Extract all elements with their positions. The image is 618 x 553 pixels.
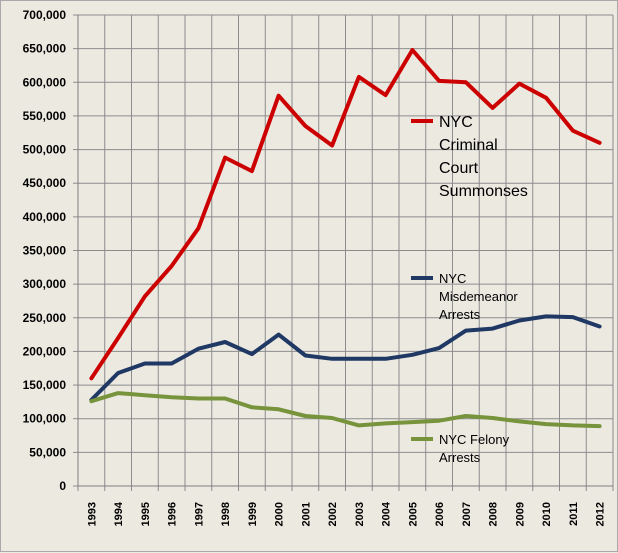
series-line-2 (89, 391, 602, 429)
legend-label-0: NYC (439, 114, 473, 131)
y-tick-label: 350,000 (23, 244, 67, 258)
x-tick-label: 1994 (113, 501, 125, 526)
legend-label-1: Misdemeanor (439, 289, 518, 304)
x-tick-label: 2011 (568, 502, 580, 526)
x-tick-label: 1997 (193, 502, 205, 526)
series-line-0 (89, 48, 602, 381)
x-tick-label: 2010 (541, 502, 553, 526)
x-tick-label: 1995 (140, 502, 152, 526)
x-tick-label: 2007 (461, 502, 473, 526)
y-tick-label: 150,000 (23, 378, 67, 392)
y-tick-label: 650,000 (23, 42, 67, 56)
y-tick-label: 300,000 (23, 277, 67, 291)
legend-label-1: Arrests (439, 307, 481, 322)
y-tick-label: 450,000 (23, 176, 67, 190)
x-tick-label: 2000 (274, 502, 286, 526)
series-line-1 (89, 314, 602, 402)
x-tick-label: 2006 (434, 502, 446, 526)
x-tick-label: 2012 (595, 502, 607, 526)
x-tick-label: 2002 (327, 502, 339, 526)
x-tick-label: 1996 (167, 502, 179, 526)
y-tick-label: 100,000 (23, 412, 67, 426)
legend-label-0: Summonses (439, 183, 528, 200)
x-tick-label: 2001 (300, 502, 312, 526)
x-tick-label: 2003 (354, 502, 366, 526)
x-tick-label: 2004 (381, 501, 393, 526)
y-tick-label: 550,000 (23, 109, 67, 123)
legend-label-1: NYC (439, 271, 466, 286)
y-tick-label: 50,000 (29, 445, 66, 459)
legend-label-0: Criminal (439, 137, 498, 154)
y-tick-label: 400,000 (23, 210, 67, 224)
y-tick-label: 0 (59, 479, 66, 493)
x-tick-label: 2009 (514, 502, 526, 526)
x-tick-label: 1998 (220, 502, 232, 526)
y-tick-label: 250,000 (23, 311, 67, 325)
legend-label-2: Arrests (439, 450, 481, 465)
y-tick-label: 200,000 (23, 344, 67, 358)
legend-label-2: NYC Felony (439, 432, 510, 447)
x-tick-label: 1999 (247, 502, 259, 526)
y-tick-label: 700,000 (23, 8, 67, 22)
y-tick-label: 500,000 (23, 143, 67, 157)
y-tick-label: 600,000 (23, 75, 67, 89)
x-tick-label: 1993 (86, 502, 98, 526)
x-tick-label: 2008 (488, 502, 500, 526)
x-tick-label: 2005 (407, 502, 419, 526)
legend-label-0: Court (439, 160, 479, 177)
